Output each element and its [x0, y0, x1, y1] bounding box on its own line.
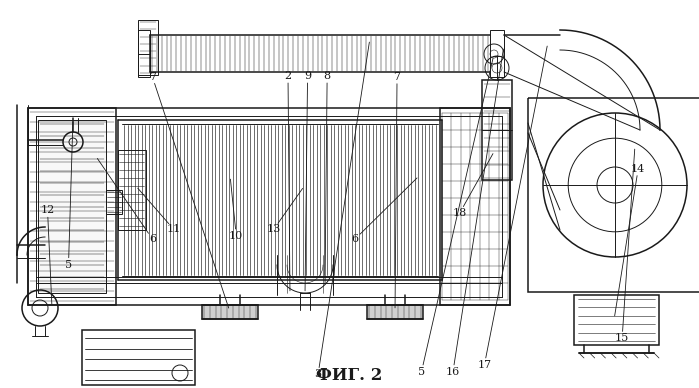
- Text: 12: 12: [41, 205, 55, 215]
- Text: ФИГ. 2: ФИГ. 2: [317, 367, 382, 385]
- Text: 5: 5: [418, 367, 425, 377]
- Bar: [106, 190, 122, 214]
- Text: 15: 15: [615, 333, 629, 343]
- Bar: [118, 150, 146, 230]
- Text: 13: 13: [267, 224, 281, 234]
- Bar: [528, 98, 699, 292]
- Text: 5: 5: [65, 260, 72, 270]
- Bar: [138, 20, 158, 75]
- Bar: [440, 108, 510, 305]
- Text: 14: 14: [631, 164, 645, 174]
- Text: 16: 16: [446, 367, 460, 377]
- Text: 18: 18: [453, 208, 467, 218]
- Text: 6: 6: [352, 234, 359, 244]
- Bar: [574, 295, 659, 345]
- Text: 2: 2: [284, 71, 291, 81]
- Text: 7: 7: [394, 72, 401, 82]
- Bar: [490, 30, 504, 77]
- Bar: [367, 305, 423, 319]
- Bar: [482, 80, 512, 180]
- Bar: [202, 305, 258, 319]
- Text: 9: 9: [304, 71, 311, 81]
- Text: 3: 3: [315, 369, 322, 379]
- Text: 11: 11: [166, 224, 180, 234]
- Text: 17: 17: [477, 360, 491, 370]
- Text: 10: 10: [229, 231, 243, 241]
- Bar: [38, 120, 106, 293]
- Bar: [28, 108, 116, 305]
- Bar: [138, 30, 150, 77]
- Text: 6: 6: [149, 234, 156, 244]
- Bar: [82, 330, 195, 385]
- Text: 7: 7: [149, 72, 156, 82]
- Text: 8: 8: [324, 71, 331, 81]
